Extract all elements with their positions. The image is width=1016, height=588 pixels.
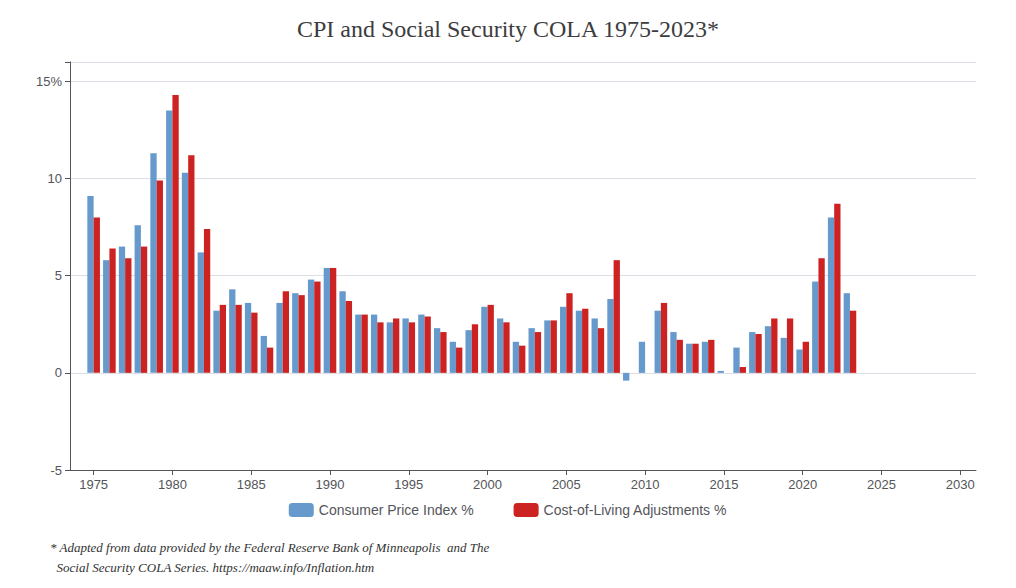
svg-text:1980: 1980 <box>158 477 187 492</box>
svg-text:1990: 1990 <box>316 477 345 492</box>
svg-text:-5: -5 <box>50 463 62 478</box>
svg-text:1985: 1985 <box>237 477 266 492</box>
svg-text:2010: 2010 <box>631 477 660 492</box>
svg-text:Social Security COLA Series. h: Social Security COLA Series. https://maa… <box>50 560 374 575</box>
svg-text:2025: 2025 <box>867 477 896 492</box>
svg-text:CPI and Social Security COLA 1: CPI and Social Security COLA 1975-2023* <box>297 16 719 42</box>
svg-text:0: 0 <box>55 365 62 380</box>
svg-text:2005: 2005 <box>552 477 581 492</box>
svg-text:2030: 2030 <box>946 477 975 492</box>
svg-text:Consumer Price Index %: Consumer Price Index % <box>319 502 474 518</box>
svg-text:2020: 2020 <box>788 477 817 492</box>
svg-text:10: 10 <box>48 171 62 186</box>
svg-text:Cost-of-Living Adjustments %: Cost-of-Living Adjustments % <box>544 502 727 518</box>
svg-text:2015: 2015 <box>709 477 738 492</box>
svg-text:15%: 15% <box>36 74 62 89</box>
svg-text:* Adapted from data provided b: * Adapted from data provided by the Fede… <box>50 540 489 555</box>
svg-text:1995: 1995 <box>394 477 423 492</box>
svg-text:1975: 1975 <box>79 477 108 492</box>
svg-text:5: 5 <box>55 268 62 283</box>
svg-text:2000: 2000 <box>473 477 502 492</box>
